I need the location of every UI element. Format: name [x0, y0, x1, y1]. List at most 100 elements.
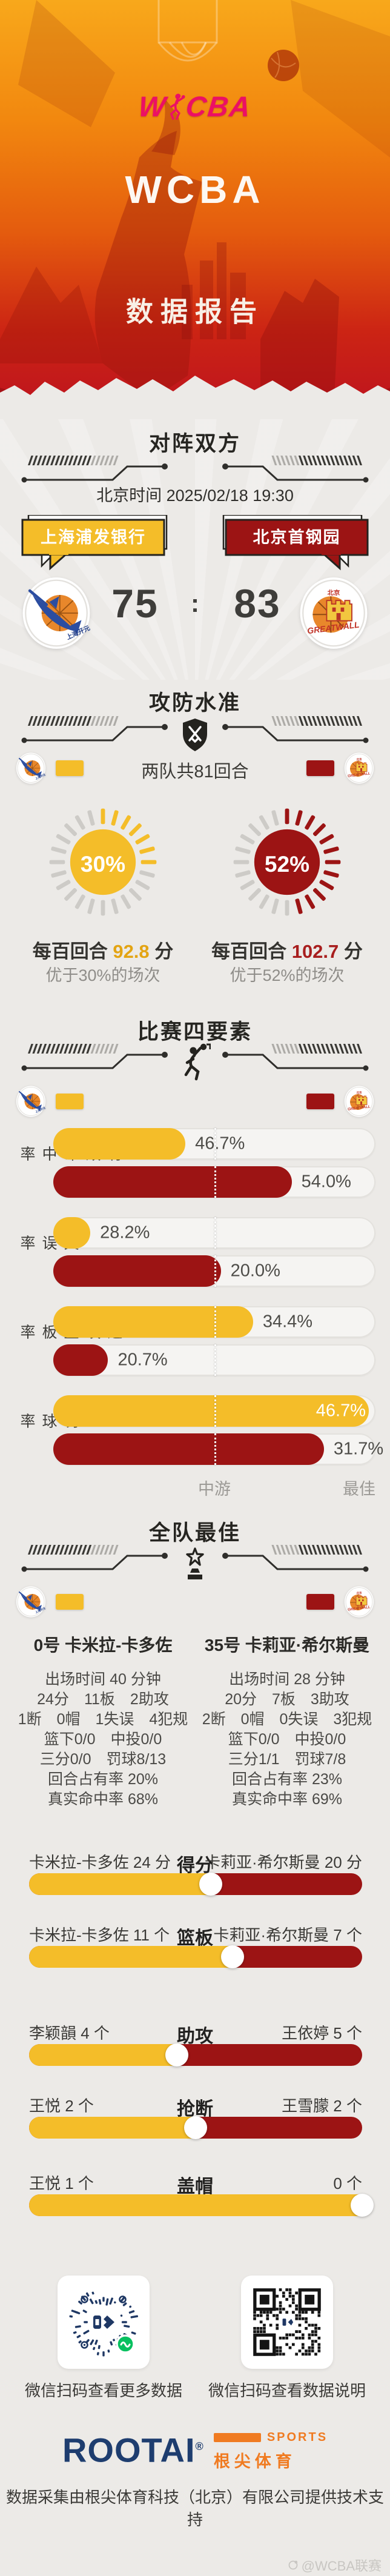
home-factor-value: 46.7%: [316, 1401, 366, 1421]
home-leader-label: 卡米拉-卡多佐 11 个: [29, 1926, 170, 1944]
axis-label-mid: 中游: [198, 1480, 231, 1498]
wechat-info-qr: [241, 2276, 333, 2369]
away-best-player-name: 35号 卡莉亚·希尔斯曼: [204, 1636, 370, 1655]
home-score: 75: [111, 581, 159, 626]
comparison-bar-blocks: [29, 2194, 374, 2217]
section-title-factors: 比赛四要素: [137, 1020, 253, 1044]
brand-wordmark: ROOTAI®: [62, 2431, 204, 2469]
home-team-logo-small: [16, 1586, 46, 1618]
comparison-labels-assists: 李颖韻 4 个 助攻 王依婷 5 个: [0, 2021, 390, 2047]
home-leader-label: 卡米拉-卡多佐 24 分: [29, 1853, 171, 1871]
stat-name: 篮板: [177, 1928, 213, 1948]
away-leader-label: 王雪朦 2 个: [282, 2097, 362, 2115]
home-factor-bar: 34.4%: [53, 1306, 375, 1338]
comparison-labels-blocks: 王悦 1 个 盖帽 0 个: [0, 2171, 390, 2197]
wechat-miniprogram-qr: [58, 2276, 150, 2369]
comparison-bar-points: [29, 1873, 362, 1896]
away-factor-bar: 31.7%: [53, 1433, 383, 1465]
away-leader-label: 卡莉亚·希尔斯曼 20 分: [204, 1853, 362, 1871]
factors-team-row: [0, 1086, 390, 1117]
stat-name: 助攻: [177, 2027, 213, 2047]
section-title-best: 全队最佳: [148, 1521, 241, 1545]
away-team-banner: 北京首钢园: [222, 515, 369, 571]
decorative-divider: [0, 714, 390, 748]
home-best-player-name: 0号 卡米拉-卡多佐: [33, 1636, 173, 1655]
away-leader-label: 卡莉亚·希尔斯曼 7 个: [213, 1926, 362, 1944]
shield-swords-icon: [179, 717, 211, 755]
hero-subtitle: 数据报告: [125, 296, 264, 327]
brand-sports-label: SPORTS: [266, 2431, 328, 2444]
match-datetime: 北京时间 2025/02/18 19:30: [96, 486, 294, 505]
home-factor-bar: 46.7%: [53, 1395, 375, 1427]
factor-label: 失误率: [18, 1234, 79, 1252]
stat-name: 抢断: [177, 2099, 213, 2119]
away-factor-value: 31.7%: [333, 1439, 384, 1459]
away-factor-value: 20.0%: [230, 1261, 280, 1281]
qr-left-caption: 微信扫码查看更多数据: [24, 2382, 182, 2400]
comparison-labels-points: 卡米拉-卡多佐 24 分 得分 卡莉亚·希尔斯曼 20 分: [0, 1850, 390, 1876]
qr-right-caption: 微信扫码查看数据说明: [208, 2382, 366, 2400]
section-title-offdef: 攻防水准: [148, 691, 241, 715]
away-color-swatch: [306, 760, 334, 776]
away-team-logo-small: [344, 1086, 374, 1117]
away-score: 83: [234, 581, 281, 626]
home-factor-value: 46.7%: [195, 1134, 245, 1154]
wcba-league-logo: W CBA: [0, 90, 390, 123]
factor-row-oreb: 进攻篮板率 34.4% 20.7%: [0, 1306, 390, 1376]
home-team-banner: 上海浦发银行: [21, 515, 168, 571]
factor-row-efg: 有效命中率 46.7% 54.0%: [0, 1128, 390, 1198]
home-color-swatch: [56, 1094, 84, 1109]
comparison-bar-steals: [29, 2116, 362, 2139]
stat-name: 得分: [177, 1856, 213, 1876]
best-team-row: [0, 1586, 390, 1618]
away-percentile-value: 52%: [265, 851, 309, 877]
basketball-player-icon: [179, 1043, 211, 1085]
away-color-swatch: [306, 1094, 334, 1109]
home-team-logo-small: [16, 1086, 46, 1117]
decorative-divider: [0, 453, 390, 487]
home-percentile-value: 30%: [81, 851, 125, 877]
hero-banner: W CBA WCBA 数据报告: [0, 0, 390, 424]
away-factor-bar: 54.0%: [53, 1166, 375, 1198]
hero-artwork: [0, 0, 390, 424]
away-percentile-caption: 优于52%的场次: [230, 966, 345, 984]
home-leader-label: 王悦 1 个: [29, 2174, 94, 2193]
home-factor-value: 34.4%: [262, 1312, 313, 1332]
home-best-player-stats: 出场时间 40 分钟 24分 11板 2助攻 1断 0帽 1失误 4犯规 篮下0/0…: [18, 1671, 188, 1808]
home-per100-value: 92.8: [113, 941, 150, 962]
stat-name: 盖帽: [177, 2177, 213, 2197]
brand-orange-bar: [213, 2433, 261, 2442]
league-logo-cba: CBA: [184, 90, 253, 122]
weibo-watermark: @WCBA联赛: [288, 2555, 382, 2575]
away-best-player-stats: 出场时间 28 分钟 20分 7板 3助攻 2断 0帽 0失误 3犯规 篮下0/0 …: [202, 1671, 372, 1808]
home-factor-value: 28.2%: [100, 1223, 150, 1243]
home-team-logo: [21, 577, 91, 649]
decorative-divider: [0, 1542, 390, 1576]
away-team-logo-small: [344, 752, 374, 784]
home-leader-label: 李颖韻 4 个: [29, 2024, 110, 2042]
away-team-logo: [299, 577, 369, 649]
home-percentile-gauge: 30%: [49, 808, 157, 916]
brand-chinese-name: 根尖体育: [213, 2452, 296, 2471]
away-factor-bar: 20.0%: [53, 1255, 375, 1287]
hero-title: WCBA: [125, 168, 265, 211]
factor-row-turnover: 失误率 28.2% 20.0%: [0, 1217, 390, 1287]
league-logo-player-icon: [170, 93, 185, 120]
share-icon: [288, 2560, 298, 2570]
comparison-bar-rebounds: [29, 1945, 362, 1968]
section-title-matchup: 对阵双方: [148, 432, 241, 456]
league-logo-w: W: [137, 90, 169, 122]
home-team-name: 上海浦发银行: [41, 528, 146, 546]
away-per100-line: 每百回合 102.7 分: [211, 941, 363, 962]
factor-row-ft: 罚球率 46.7% 31.7%: [0, 1395, 390, 1465]
data-support-note: 数据采集由根尖体育科技（北京）有限公司提供技术支持: [5, 2488, 384, 2529]
score-row: 75 : 83: [0, 576, 390, 654]
home-per100-line: 每百回合 92.8 分: [32, 941, 174, 962]
home-factor-bar: 28.2%: [53, 1217, 375, 1249]
home-leader-label: 王悦 2 个: [29, 2097, 94, 2115]
comparison-bar-assists: [29, 2043, 362, 2066]
home-color-swatch: [56, 1594, 84, 1610]
comparison-labels-rebounds: 卡米拉-卡多佐 11 个 篮板 卡莉亚·希尔斯曼 7 个: [0, 1923, 390, 1948]
star-trophy-icon: [179, 1545, 211, 1585]
